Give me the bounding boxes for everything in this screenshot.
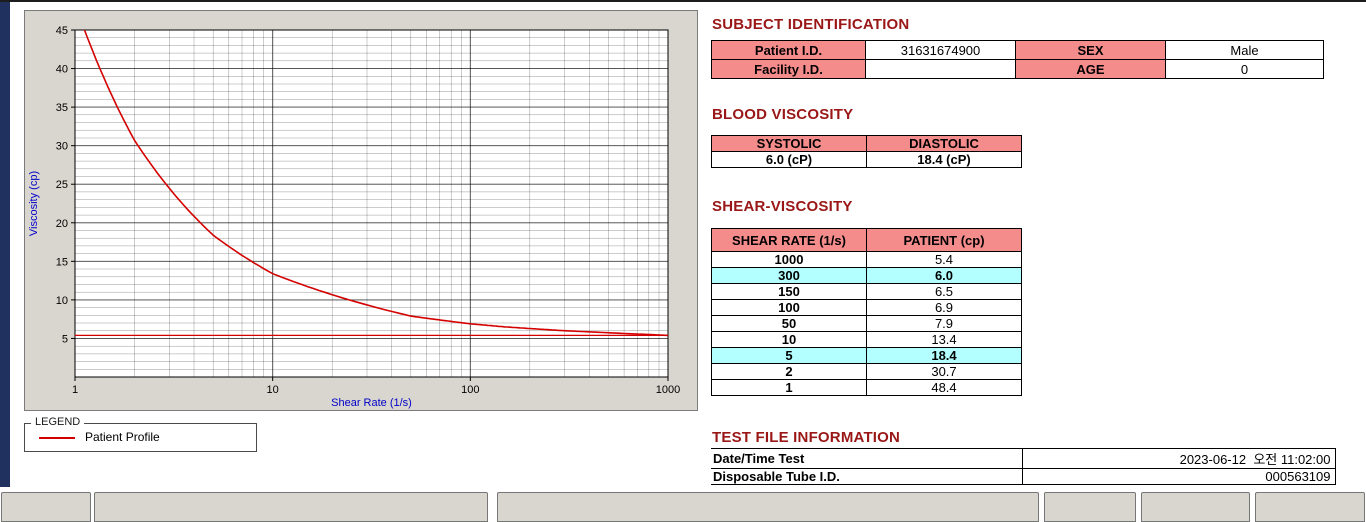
test-file-field-label: Date/Time Test (711, 448, 1022, 469)
patient-cp-header: PATIENT (cp) (866, 228, 1022, 252)
shear-viscosity-title: SHEAR-VISCOSITY (712, 198, 853, 215)
patient-cp-cell: 6.5 (866, 283, 1022, 300)
shear-rate-cell: 150 (711, 283, 867, 300)
test-file-field-value: 2023-06-12 오전 11:02:00 (1021, 448, 1336, 469)
shear-rate-cell: 1000 (711, 251, 867, 268)
systolic-header: SYSTOLIC (711, 135, 867, 152)
shear-viscosity-chart: 5 10 15 20 25 30 35 40 45 1 10 100 1000 Shear Rate (1… (28, 25, 680, 409)
shear-viscosity-row: 2 30.7 (711, 363, 1022, 380)
shear-viscosity-row: 300 6.0 (711, 267, 1022, 284)
age-value: 0 (1165, 59, 1324, 79)
shear-rate-header: SHEAR RATE (1/s) (711, 228, 867, 252)
y-axis-label: Viscosity (cp) (28, 171, 40, 236)
legend-box: LEGEND Patient Profile (24, 416, 257, 452)
report-panel: SUBJECT IDENTIFICATION Patient I.D. 3163… (711, 0, 1359, 508)
window-top-edge (0, 0, 1366, 2)
shear-viscosity-row: 10 13.4 (711, 331, 1022, 348)
viscosity-chart-panel: 5 10 15 20 25 30 35 40 45 1 10 100 1000 Shear Rate (1… (24, 10, 698, 411)
y-tick-label: 30 (56, 141, 68, 153)
shear-rate-cell: 1 (711, 379, 867, 396)
blood-viscosity-title: BLOOD VISCOSITY (712, 106, 854, 123)
sex-value: Male (1165, 40, 1324, 60)
diastolic-header: DIASTOLIC (866, 135, 1022, 152)
shear-rate-cell: 100 (711, 299, 867, 316)
bottom-toolbar-button-2[interactable] (94, 492, 488, 522)
shear-viscosity-row: 5 18.4 (711, 347, 1022, 364)
age-label: AGE (1015, 59, 1166, 79)
y-tick-label: 20 (56, 218, 68, 230)
diastolic-value: 18.4 (cP) (866, 151, 1022, 168)
patient-id-label: Patient I.D. (711, 40, 866, 60)
subject-identification-table: Patient I.D. 31631674900 SEX Male Facili… (711, 40, 1324, 79)
shear-viscosity-row: 100 6.9 (711, 299, 1022, 316)
y-tick-label: 45 (56, 25, 68, 37)
patient-profile-line-sample (39, 437, 75, 439)
table-row: Facility I.D. AGE 0 (711, 59, 1324, 79)
test-file-information-title: TEST FILE INFORMATION (712, 429, 901, 446)
shear-viscosity-row: 50 7.9 (711, 315, 1022, 332)
shear-rate-cell: 300 (711, 267, 867, 284)
table-header-row: SHEAR RATE (1/s) PATIENT (cp) (711, 228, 1022, 252)
bottom-toolbar-button-3[interactable] (497, 492, 1039, 522)
x-tick-label: 100 (461, 384, 479, 396)
bottom-toolbar-button-1[interactable] (1, 492, 91, 522)
patient-cp-cell: 5.4 (866, 251, 1022, 268)
y-tick-label: 10 (56, 295, 68, 307)
test-file-row: Date/Time Test 2023-06-12 오전 11:02:00 (711, 448, 1336, 469)
systolic-value: 6.0 (cP) (711, 151, 867, 168)
y-tick-label: 40 (56, 64, 68, 76)
shear-viscosity-row: 1 48.4 (711, 379, 1022, 396)
patient-cp-cell: 6.9 (866, 299, 1022, 316)
y-tick-label: 25 (56, 179, 68, 191)
sex-label: SEX (1015, 40, 1166, 60)
x-axis-label: Shear Rate (1/s) (331, 397, 412, 409)
legend-entry-label: Patient Profile (85, 430, 160, 444)
y-tick-label: 5 (62, 333, 68, 345)
bottom-toolbar-button-4[interactable] (1044, 492, 1136, 522)
x-tick-label: 10 (267, 384, 279, 396)
patient-id-value: 31631674900 (865, 40, 1016, 60)
y-tick-label: 35 (56, 102, 68, 114)
test-file-row: Disposable Tube I.D. 000563109 (711, 468, 1336, 485)
y-tick-label: 15 (56, 256, 68, 268)
left-accent-strip (0, 2, 10, 487)
shear-viscosity-row: 1000 5.4 (711, 251, 1022, 268)
shear-viscosity-row: 150 6.5 (711, 283, 1022, 300)
test-file-information-table: Date/Time Test 2023-06-12 오전 11:02:00 Disp… (711, 448, 1336, 485)
test-file-field-label: Disposable Tube I.D. (711, 468, 1022, 485)
subject-identification-title: SUBJECT IDENTIFICATION (712, 16, 910, 33)
patient-cp-cell: 6.0 (866, 267, 1022, 284)
facility-id-value (865, 59, 1016, 79)
patient-cp-cell: 48.4 (866, 379, 1022, 396)
x-tick-label: 1 (72, 384, 78, 396)
patient-cp-cell: 13.4 (866, 331, 1022, 348)
patient-cp-cell: 7.9 (866, 315, 1022, 332)
shear-viscosity-table: SHEAR RATE (1/s) PATIENT (cp) 1000 5.4 300… (711, 228, 1022, 396)
patient-cp-cell: 18.4 (866, 347, 1022, 364)
patient-cp-cell: 30.7 (866, 363, 1022, 380)
blood-viscosity-table: SYSTOLIC DIASTOLIC 6.0 (cP) 18.4 (cP) (711, 135, 1022, 168)
table-row: SYSTOLIC DIASTOLIC (711, 135, 1022, 152)
bottom-toolbar-button-6[interactable] (1255, 492, 1365, 522)
shear-rate-cell: 10 (711, 331, 867, 348)
facility-id-label: Facility I.D. (711, 59, 866, 79)
test-file-field-value: 000563109 (1021, 468, 1336, 485)
table-row: 6.0 (cP) 18.4 (cP) (711, 151, 1022, 168)
shear-rate-cell: 50 (711, 315, 867, 332)
shear-rate-cell: 5 (711, 347, 867, 364)
patient-profile-curve (83, 30, 668, 337)
table-row: Patient I.D. 31631674900 SEX Male (711, 40, 1324, 60)
bottom-toolbar-button-5[interactable] (1141, 492, 1250, 522)
shear-rate-cell: 2 (711, 363, 867, 380)
x-tick-label: 1000 (656, 384, 680, 396)
plot-area (75, 30, 668, 377)
legend-title: LEGEND (31, 416, 85, 428)
